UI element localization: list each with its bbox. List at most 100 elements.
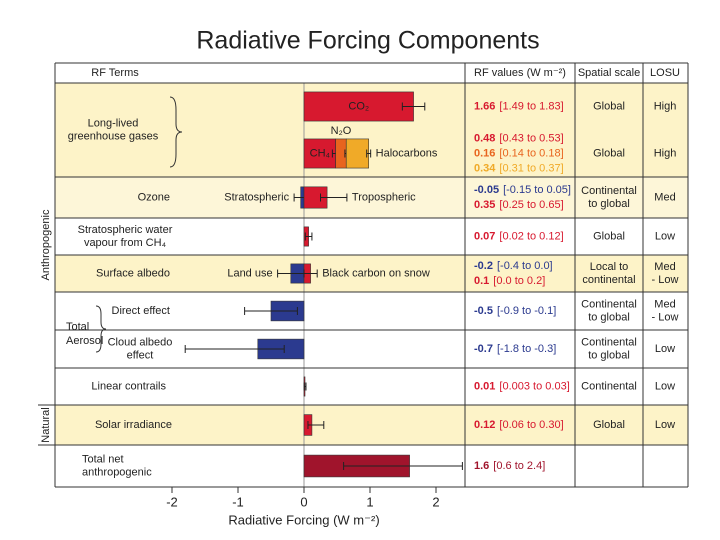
bar-annotation: Halocarbons <box>376 147 438 159</box>
row-label: Linear contrails <box>91 380 166 392</box>
row-label: Total net <box>82 453 124 465</box>
rf-value-range: [-0.9 to -0.1] <box>497 305 556 317</box>
error-bar <box>401 102 426 111</box>
row-background <box>55 330 688 368</box>
spatial-scale: Local to <box>590 261 629 273</box>
losu: Low <box>655 230 675 242</box>
row-background <box>55 255 688 292</box>
rf-value-range: [0.31 to 0.37] <box>499 162 563 174</box>
row-background <box>55 218 688 255</box>
rf-value-range: [0.14 to 0.18] <box>499 147 563 159</box>
rf-value-range: [1.49 to 1.83] <box>499 100 563 112</box>
rf-value: 0.1 [0.0 to 0.2] <box>474 275 545 287</box>
spatial-scale: Global <box>593 100 625 112</box>
rf-value-number: -0.5 <box>474 305 493 317</box>
error-bar <box>244 307 298 315</box>
error-bar <box>343 462 463 470</box>
rf-value-range: [-0.15 to 0.05] <box>503 184 571 196</box>
error-bar <box>303 269 318 278</box>
bar-annotation: CO₂ <box>348 100 369 112</box>
row-label: vapour from CH₄ <box>84 237 167 249</box>
rf-value: 1.66 [1.49 to 1.83] <box>474 100 564 112</box>
error-bar <box>366 149 372 158</box>
rf-value-range: [0.06 to 0.30] <box>499 419 563 431</box>
rf-value-number: 0.48 <box>474 132 495 144</box>
rf-value: -0.2 [-0.4 to 0.0] <box>474 260 553 272</box>
rf-value-range: [0.25 to 0.65] <box>499 199 563 211</box>
brace <box>169 96 183 168</box>
x-tick-label: 0 <box>300 494 307 509</box>
spatial-scale: continental <box>582 274 635 286</box>
x-tick-label: -2 <box>166 494 178 509</box>
losu: Med <box>654 261 675 273</box>
rf-value: 0.34 [0.31 to 0.37] <box>474 162 564 174</box>
losu: High <box>654 147 677 159</box>
rf-value-range: [0.0 to 0.2] <box>493 275 545 287</box>
group-label: Natural <box>40 407 52 442</box>
rf-value: -0.05 [-0.15 to 0.05] <box>474 184 571 196</box>
row-label: Long-lived <box>88 117 139 129</box>
rf-value-number: 1.6 <box>474 460 489 472</box>
brace <box>95 305 107 353</box>
error-bar <box>320 193 348 202</box>
spatial-scale: Global <box>593 419 625 431</box>
rf-value: 0.01 [0.003 to 0.03] <box>474 380 570 392</box>
rf-value: -0.7 [-1.8 to -0.3] <box>474 343 556 355</box>
rf-value-range: [0.43 to 0.53] <box>499 132 563 144</box>
losu: Low <box>655 419 675 431</box>
header-values: RF values (W m⁻²) <box>474 67 566 79</box>
bar-annotation: Stratospheric <box>224 191 289 203</box>
rf-value-range: [0.02 to 0.12] <box>499 230 563 242</box>
rf-value: 0.16 [0.14 to 0.18] <box>474 147 564 159</box>
rf-value-number: 0.35 <box>474 199 495 211</box>
row-label: Stratospheric water <box>78 224 173 236</box>
losu: - Low <box>652 274 679 286</box>
header-scale: Spatial scale <box>578 67 640 79</box>
losu: Med <box>654 191 675 203</box>
group-label: Anthropogenic <box>40 209 52 280</box>
rf-value-number: -0.05 <box>474 184 499 196</box>
spatial-scale: Continental <box>581 336 637 348</box>
bar-annotation: CH₄ <box>310 147 331 159</box>
error-bar <box>184 345 285 353</box>
row-background <box>55 405 688 445</box>
losu: Med <box>654 298 675 310</box>
row-label: effect <box>127 349 154 361</box>
aerosol-label: Total <box>66 321 89 333</box>
header-losu: LOSU <box>650 67 680 79</box>
bar <box>303 91 414 122</box>
x-tick-label: 2 <box>432 494 439 509</box>
row-label: Surface albedo <box>96 267 170 279</box>
spatial-scale: Continental <box>581 185 637 197</box>
rf-value-number: 0.12 <box>474 419 495 431</box>
spatial-scale: Continental <box>581 380 637 392</box>
rf-value-number: 1.66 <box>474 100 495 112</box>
row-background <box>55 177 688 218</box>
row-label: greenhouse gases <box>68 130 159 142</box>
spatial-scale: to global <box>588 349 630 361</box>
header-terms: RF Terms <box>91 67 139 79</box>
chart-title: Radiative Forcing Components <box>196 27 539 55</box>
rf-value: 0.48 [0.43 to 0.53] <box>474 132 564 144</box>
bar-annotation: N₂O <box>331 125 352 137</box>
spatial-scale: to global <box>588 198 630 210</box>
losu: Low <box>655 343 675 355</box>
x-tick-label: 1 <box>366 494 373 509</box>
rf-value-range: [-1.8 to -0.3] <box>497 343 556 355</box>
bar-annotation: Black carbon on snow <box>322 267 430 279</box>
rf-value-number: 0.07 <box>474 230 495 242</box>
rf-value: 0.07 [0.02 to 0.12] <box>474 230 564 242</box>
rf-value-number: 0.01 <box>474 380 495 392</box>
rf-value-number: -0.7 <box>474 343 493 355</box>
bar <box>345 138 369 169</box>
row-label: Direct effect <box>112 305 171 317</box>
losu: High <box>654 100 677 112</box>
rf-value-number: 0.16 <box>474 147 495 159</box>
spatial-scale: Global <box>593 230 625 242</box>
bar-annotation: Tropospheric <box>352 191 416 203</box>
bar-annotation: Land use <box>227 267 272 279</box>
error-bar <box>304 232 313 241</box>
aerosol-label: Aerosol <box>66 335 103 347</box>
spatial-scale: to global <box>588 311 630 323</box>
